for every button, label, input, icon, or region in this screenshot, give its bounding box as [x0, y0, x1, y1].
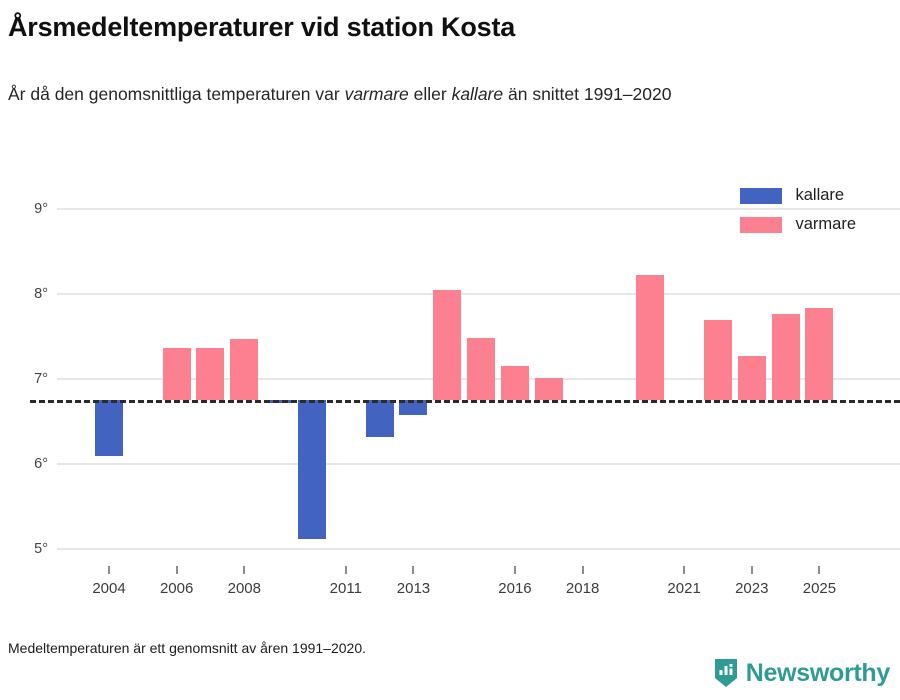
x-axis-tick-label: 2013	[396, 580, 431, 597]
bar-2008[interactable]	[230, 338, 259, 400]
legend-label-kallare: kallare	[795, 186, 845, 204]
subtitle-text-3: än snittet 1991–2020	[503, 84, 672, 104]
legend-label-varmare: varmare	[795, 215, 856, 233]
newsworthy-wordmark: Newsworthy	[745, 658, 891, 687]
bar-2017[interactable]	[534, 377, 563, 400]
subtitle-text-2: eller	[408, 84, 452, 104]
bar-2014[interactable]	[433, 290, 462, 400]
x-axis-tick	[750, 566, 753, 574]
x-axis-tick-label: 2006	[159, 580, 194, 597]
y-gridline	[57, 547, 900, 550]
x-axis-tick-label: 2011	[329, 580, 362, 597]
chart-subtitle: År då den genomsnittliga temperaturen va…	[8, 80, 848, 109]
newsworthy-branding: Newsworthy	[713, 658, 890, 688]
x-axis-tick	[108, 566, 110, 574]
y-axis-tick-label: 9°	[34, 200, 48, 217]
x-axis-tick-label: 2004	[92, 580, 126, 597]
bar-2012[interactable]	[365, 400, 394, 438]
bar-2007[interactable]	[196, 348, 225, 400]
legend-item-varmare[interactable]: varmare	[740, 215, 856, 234]
x-axis-tick	[513, 566, 516, 574]
x-axis-tick-label: 2008	[227, 580, 261, 597]
y-gridline	[57, 207, 900, 210]
x-axis-tick	[243, 566, 246, 574]
x-axis-tick	[175, 566, 178, 574]
chart-footnote: Medeltemperaturen är ett genomsnitt av å…	[8, 640, 367, 656]
x-axis-tick-label: 2021	[667, 580, 701, 597]
bar-2004[interactable]	[95, 400, 123, 457]
legend-swatch-kallare	[740, 187, 783, 204]
x-axis-tick-label: 2025	[802, 580, 837, 597]
y-axis-tick-label: 5°	[34, 540, 48, 557]
x-axis-tick	[344, 566, 347, 574]
bar-2024[interactable]	[771, 314, 800, 400]
bar-2006[interactable]	[162, 348, 191, 400]
x-axis-tick	[683, 566, 686, 574]
x-axis-tick-label: 2016	[498, 580, 532, 597]
subtitle-emphasis-varmare: varmare	[344, 84, 409, 104]
bar-2013[interactable]	[399, 400, 428, 416]
bar-2015[interactable]	[467, 337, 496, 400]
bar-2025[interactable]	[805, 308, 834, 400]
y-gridline	[57, 462, 900, 465]
x-axis-tick-label: 2023	[735, 580, 769, 597]
x-axis-tick	[581, 566, 584, 574]
x-axis-tick	[818, 566, 821, 574]
legend-item-kallare[interactable]: kallare	[740, 186, 844, 205]
bar-2022[interactable]	[703, 320, 732, 400]
legend-swatch-varmare	[740, 216, 783, 233]
y-axis-tick-label: 8°	[34, 285, 48, 302]
bar-2010[interactable]	[297, 400, 326, 540]
page-title: Årsmedeltemperaturer vid station Kosta	[8, 12, 516, 42]
bar-2016[interactable]	[500, 366, 529, 400]
x-axis-tick	[412, 566, 415, 574]
y-gridline	[57, 292, 900, 295]
y-axis-tick-label: 7°	[34, 370, 48, 387]
bar-2020[interactable]	[636, 275, 665, 400]
average-baseline-1991-2020	[30, 400, 900, 403]
subtitle-text-1: År då den genomsnittliga temperaturen va…	[8, 84, 345, 104]
bar-2023[interactable]	[737, 355, 766, 400]
chart-legend: kallare varmare	[740, 186, 856, 234]
y-axis-tick-label: 6°	[34, 455, 48, 472]
x-axis-tick-label: 2018	[565, 580, 600, 597]
bar-chart-pin-icon	[713, 658, 739, 688]
subtitle-emphasis-kallare: kallare	[451, 84, 504, 104]
